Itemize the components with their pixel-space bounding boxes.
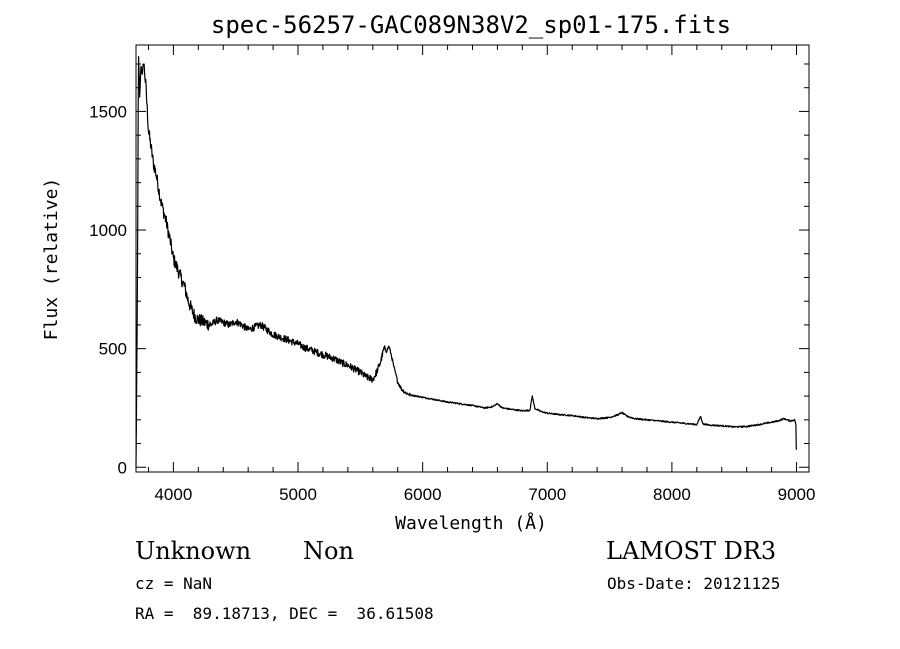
axis-tick-labels: 4000 5000 6000 7000 8000 9000 0 500 1000 1500 xyxy=(89,102,815,504)
y-tick-label: 1000 xyxy=(89,221,127,240)
chart-title: spec-56257-GAC089N38V2_sp01-175.fits xyxy=(211,11,731,39)
observation-date: Obs-Date: 20121125 xyxy=(607,574,781,593)
y-axis-label: Flux (relative) xyxy=(41,178,62,341)
x-tick-label: 5000 xyxy=(279,485,317,504)
object-class: Unknown xyxy=(135,537,252,565)
x-tick-label: 6000 xyxy=(404,485,442,504)
coordinates: RA = 89.18713, DEC = 36.61508 xyxy=(135,604,434,623)
x-tick-label: 8000 xyxy=(653,485,691,504)
x-tick-label: 4000 xyxy=(154,485,192,504)
y-tick-label: 0 xyxy=(118,458,127,477)
plot-frame xyxy=(135,44,810,473)
x-axis-label: Wavelength (Å) xyxy=(395,512,547,534)
object-subclass: Non xyxy=(303,537,354,565)
axis-ticks xyxy=(136,45,809,472)
y-tick-label: 500 xyxy=(99,340,127,359)
spectrum-line xyxy=(135,56,797,468)
x-tick-label: 7000 xyxy=(528,485,566,504)
survey-name: LAMOST DR3 xyxy=(606,537,777,565)
x-tick-label: 9000 xyxy=(778,485,816,504)
redshift-value: cz = NaN xyxy=(135,574,213,593)
y-tick-label: 1500 xyxy=(89,102,127,121)
